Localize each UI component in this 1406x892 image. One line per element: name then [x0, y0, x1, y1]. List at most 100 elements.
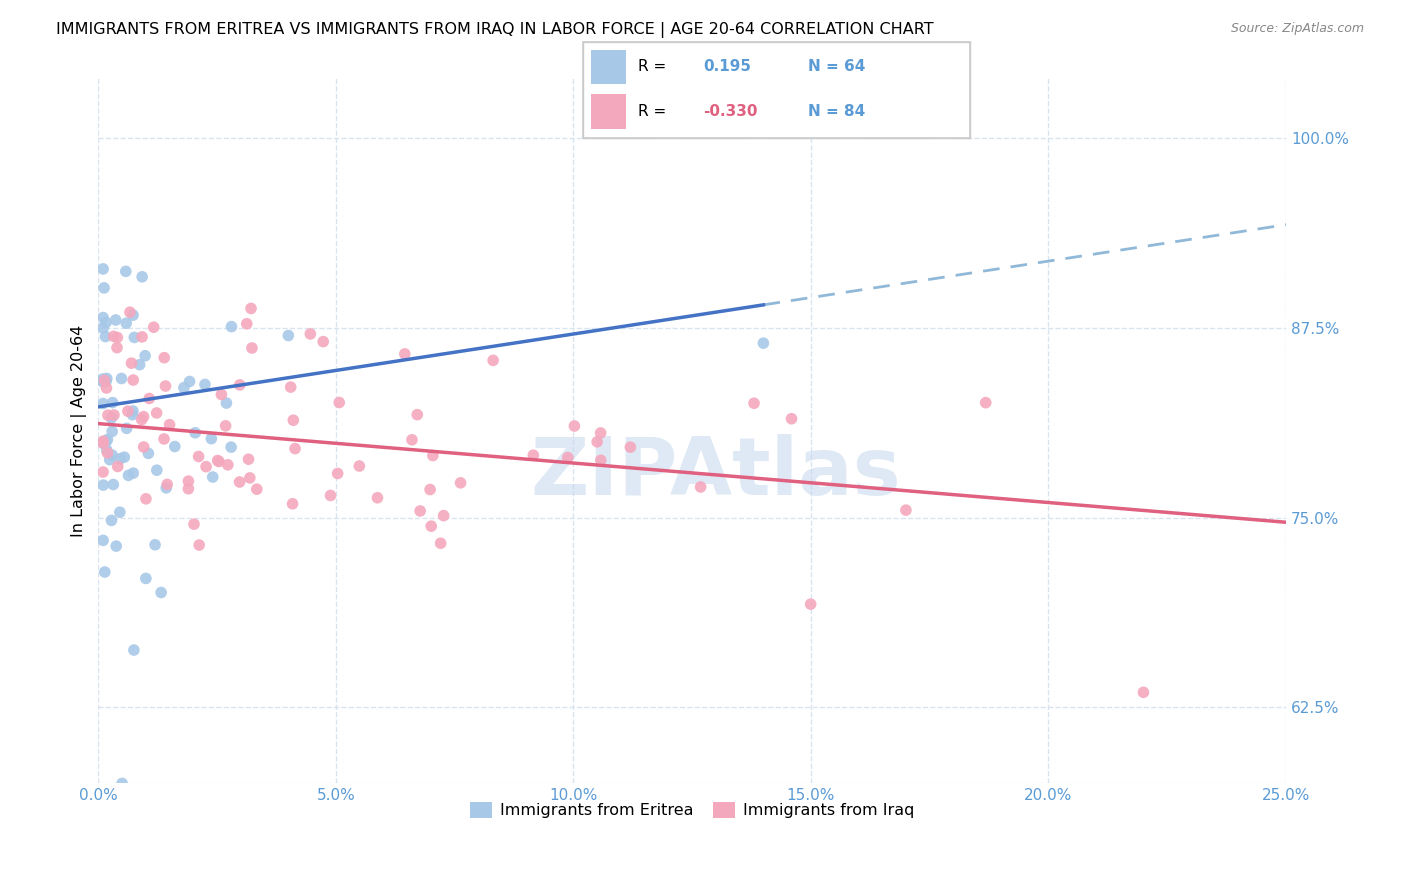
- Text: N = 64: N = 64: [807, 60, 865, 74]
- Point: [91, 321, 114, 335]
- Point: [280, 380, 302, 394]
- Point: [101, 425, 124, 439]
- Point: [419, 483, 441, 497]
- Point: [780, 411, 803, 425]
- Point: [93, 373, 115, 387]
- Point: [349, 458, 371, 473]
- Point: [91, 435, 114, 450]
- Point: [107, 459, 129, 474]
- Point: [557, 450, 579, 465]
- FancyBboxPatch shape: [591, 94, 626, 128]
- Text: R =: R =: [638, 103, 666, 119]
- Point: [117, 404, 139, 418]
- Point: [131, 269, 153, 284]
- Point: [131, 412, 153, 426]
- Point: [115, 316, 138, 330]
- Legend: Immigrants from Eritrea, Immigrants from Iraq: Immigrants from Eritrea, Immigrants from…: [464, 796, 921, 825]
- Point: [173, 381, 195, 395]
- Point: [183, 517, 205, 532]
- Point: [240, 301, 263, 316]
- Point: [188, 538, 211, 552]
- Point: [195, 459, 218, 474]
- Point: [239, 471, 262, 485]
- Point: [91, 436, 114, 450]
- Point: [406, 408, 429, 422]
- Point: [619, 440, 641, 454]
- Point: [312, 334, 335, 349]
- Point: [319, 488, 342, 502]
- Point: [284, 442, 307, 456]
- Point: [111, 776, 134, 790]
- Point: [221, 319, 243, 334]
- Point: [142, 320, 165, 334]
- Point: [105, 341, 128, 355]
- Point: [586, 434, 609, 449]
- Point: [91, 465, 114, 479]
- Point: [564, 419, 586, 434]
- Point: [96, 442, 118, 457]
- Point: [522, 448, 544, 462]
- Point: [100, 513, 122, 527]
- Point: [179, 375, 201, 389]
- Point: [96, 446, 118, 460]
- Text: -0.330: -0.330: [703, 103, 758, 119]
- Point: [145, 406, 167, 420]
- Point: [299, 326, 322, 341]
- Point: [894, 503, 917, 517]
- Point: [91, 310, 114, 325]
- Point: [138, 446, 160, 460]
- Point: [450, 475, 472, 490]
- Point: [122, 308, 145, 322]
- Point: [122, 373, 145, 387]
- Point: [104, 313, 127, 327]
- Text: 0.195: 0.195: [703, 60, 751, 74]
- Point: [128, 358, 150, 372]
- Point: [177, 474, 200, 488]
- Point: [366, 491, 388, 505]
- Point: [122, 466, 145, 480]
- Point: [91, 375, 114, 389]
- Point: [155, 379, 177, 393]
- Point: [401, 433, 423, 447]
- Point: [277, 328, 299, 343]
- Point: [240, 341, 263, 355]
- Point: [96, 433, 118, 447]
- Point: [103, 408, 125, 422]
- Point: [94, 565, 117, 579]
- Point: [177, 482, 200, 496]
- Point: [91, 261, 114, 276]
- Point: [103, 477, 125, 491]
- Point: [184, 425, 207, 440]
- Point: [150, 585, 173, 599]
- Point: [589, 453, 612, 467]
- Point: [326, 467, 349, 481]
- Point: [91, 478, 114, 492]
- Point: [689, 480, 711, 494]
- Point: [94, 374, 117, 388]
- Point: [96, 381, 118, 395]
- Point: [114, 264, 136, 278]
- Point: [163, 440, 186, 454]
- Point: [236, 317, 259, 331]
- Point: [209, 387, 232, 401]
- Point: [394, 347, 416, 361]
- Point: [159, 417, 181, 432]
- Point: [207, 453, 229, 467]
- Point: [433, 508, 456, 523]
- Y-axis label: In Labor Force | Age 20-64: In Labor Force | Age 20-64: [72, 325, 87, 537]
- Point: [91, 533, 114, 548]
- Point: [153, 351, 176, 365]
- Point: [94, 434, 117, 449]
- Point: [229, 378, 252, 392]
- Point: [112, 450, 135, 464]
- Point: [589, 425, 612, 440]
- Point: [131, 330, 153, 344]
- Point: [146, 463, 169, 477]
- Point: [482, 353, 505, 368]
- Point: [93, 281, 115, 295]
- Point: [187, 450, 209, 464]
- Point: [103, 329, 125, 343]
- Point: [201, 470, 224, 484]
- Point: [105, 330, 128, 344]
- Point: [800, 597, 823, 611]
